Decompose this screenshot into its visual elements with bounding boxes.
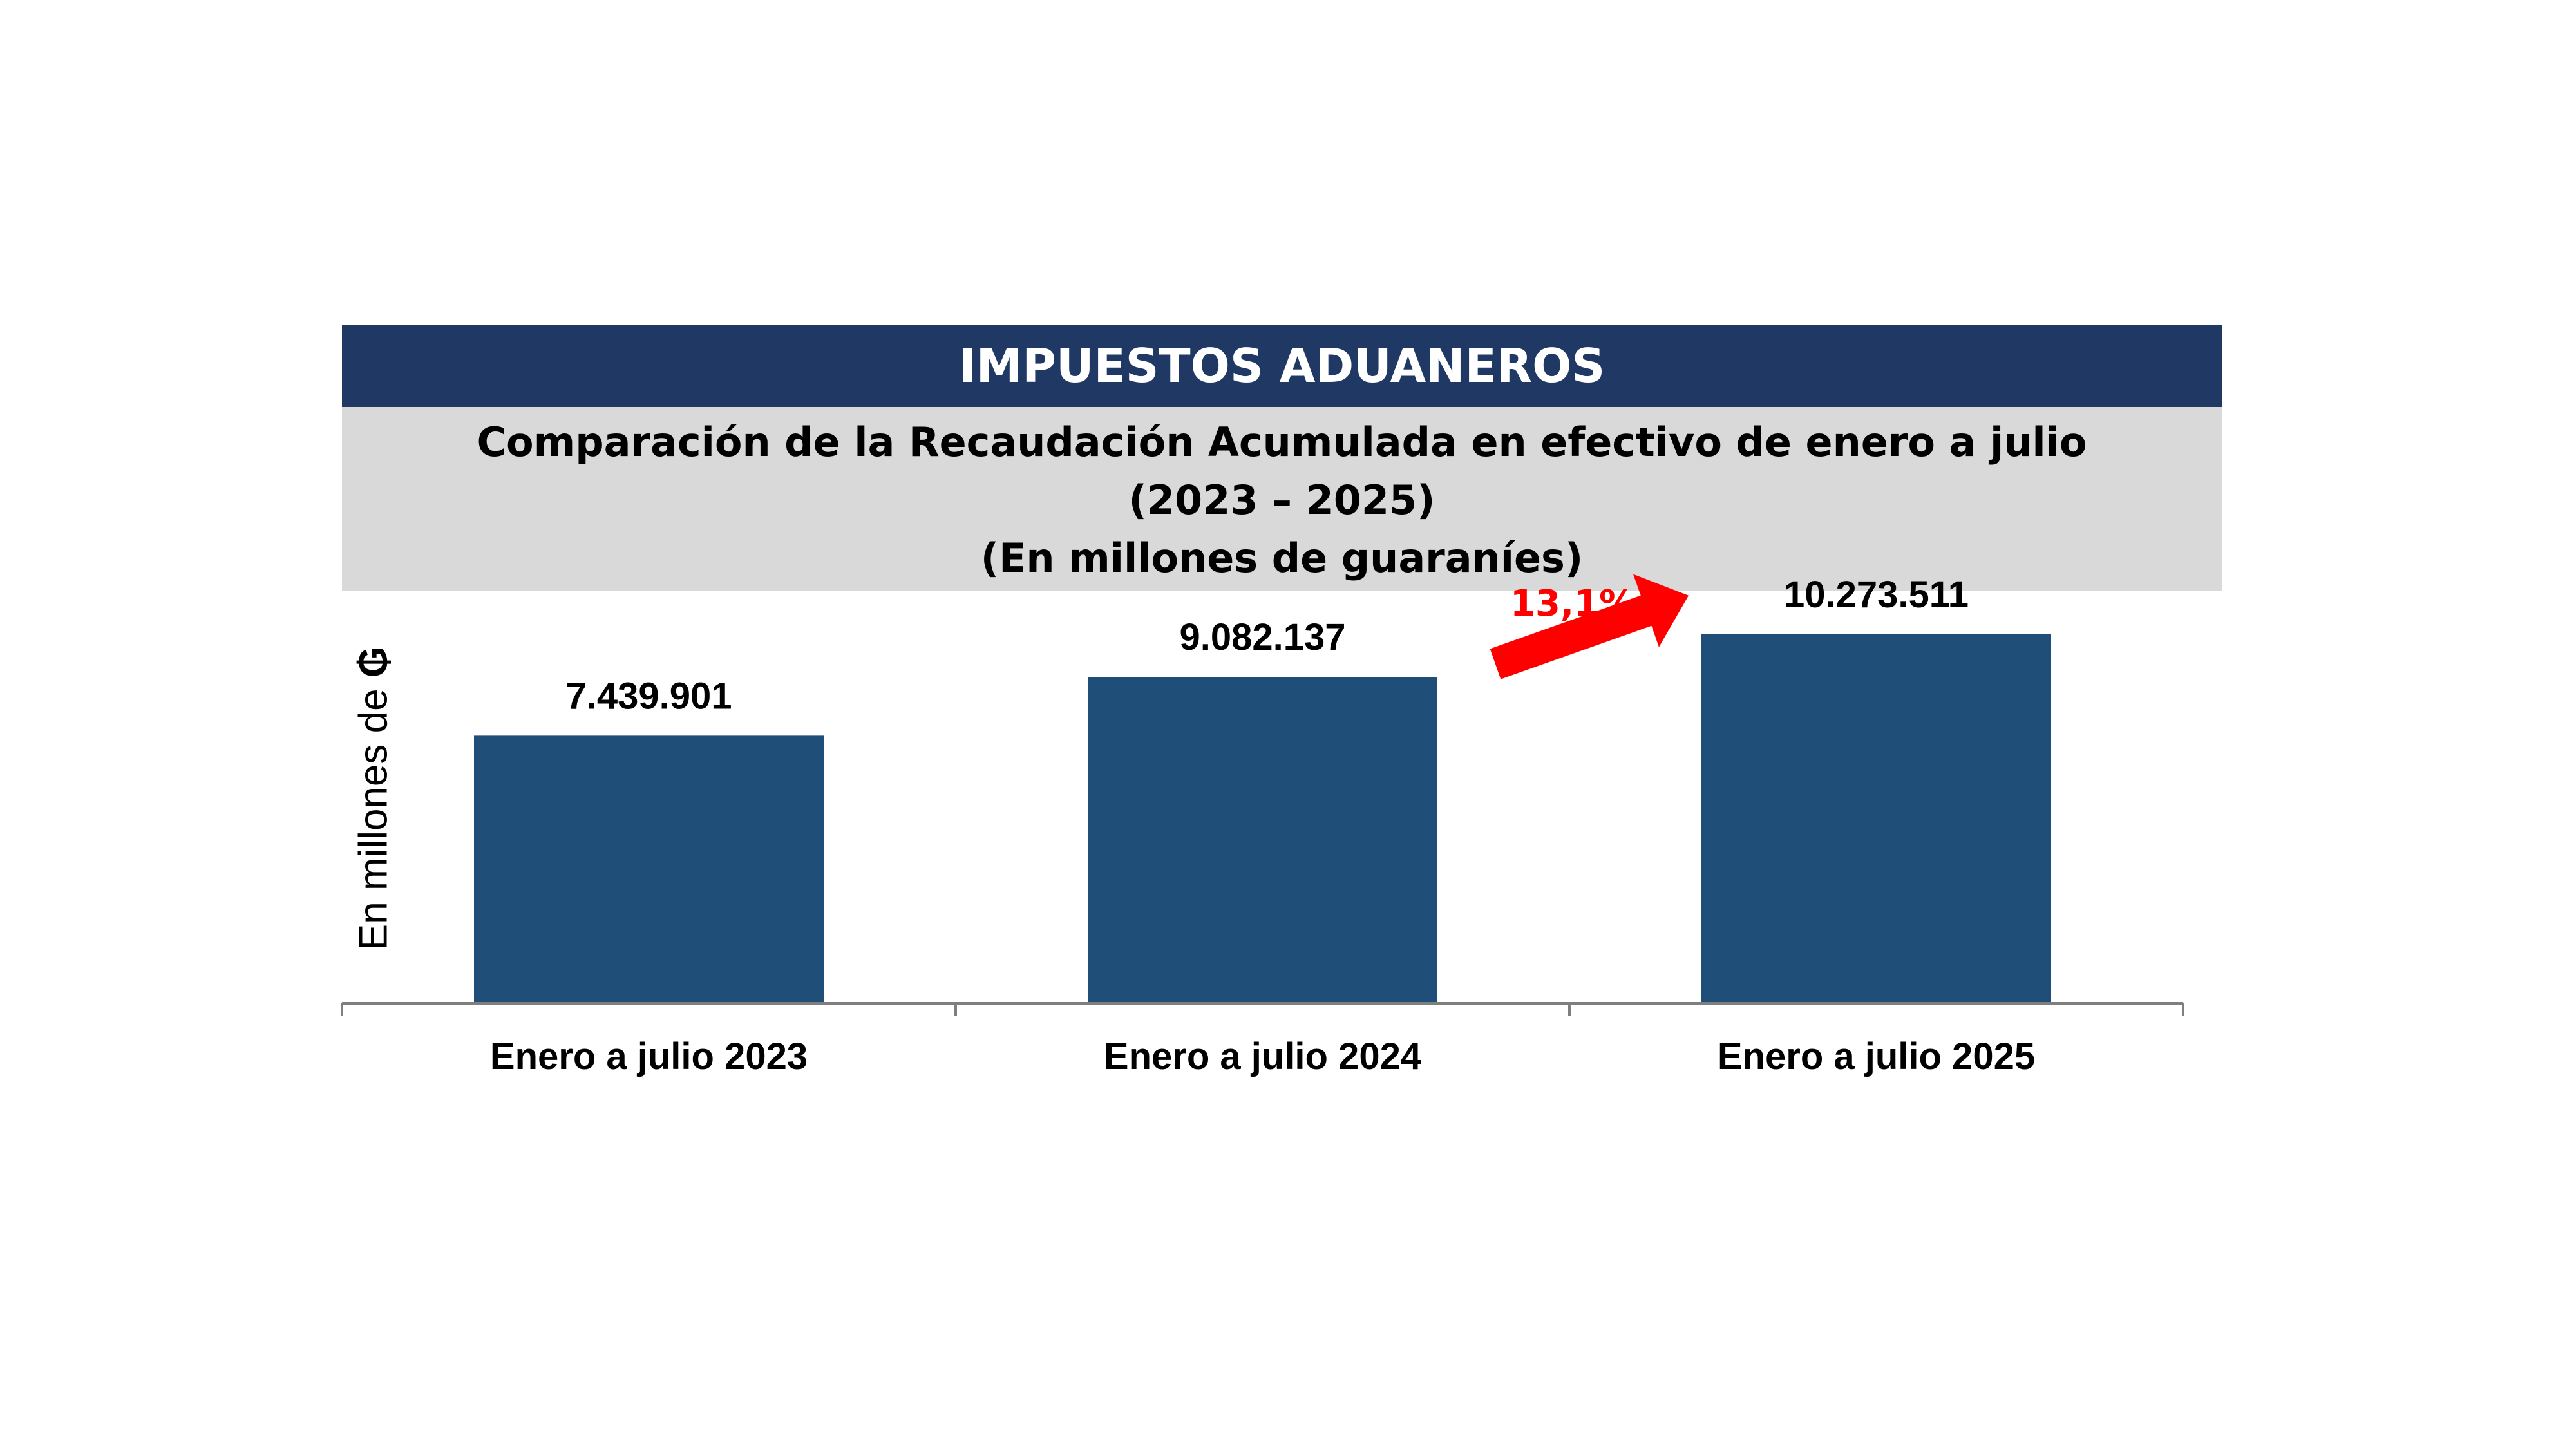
bar-1 xyxy=(474,735,824,1002)
data-label-1: 7.439.901 xyxy=(565,675,732,717)
x-axis xyxy=(341,1002,2184,1016)
bar-2 xyxy=(1088,677,1437,1002)
chart-subtitle-box: Comparación de la Recaudación Acumulada … xyxy=(342,407,2222,591)
chart-subtitle-line-3: (En millones de guaraníes) xyxy=(980,535,1584,582)
labels-group: 7.439.901 Enero a julio 2023 9.082.137 Ener… xyxy=(490,574,2035,1077)
data-label-2: 9.082.137 xyxy=(1179,616,1345,658)
chart-banner-title: IMPUESTOS ADUANEROS xyxy=(342,325,2222,407)
chart-subtitle-line-2: (2023 – 2025) xyxy=(1128,477,1435,524)
growth-arrow-shape xyxy=(1490,574,1689,679)
category-label-1: Enero a julio 2023 xyxy=(490,1036,808,1077)
data-label-3: 10.273.511 xyxy=(1784,574,1969,616)
category-label-3: Enero a julio 2025 xyxy=(1718,1036,2035,1077)
category-label-2: Enero a julio 2024 xyxy=(1104,1036,1421,1077)
bar-3 xyxy=(1701,634,2051,1002)
bars-group xyxy=(474,634,2051,1002)
growth-arrow-icon xyxy=(1490,574,1689,679)
chart-subtitle-line-1: Comparación de la Recaudación Acumulada … xyxy=(477,419,2087,466)
